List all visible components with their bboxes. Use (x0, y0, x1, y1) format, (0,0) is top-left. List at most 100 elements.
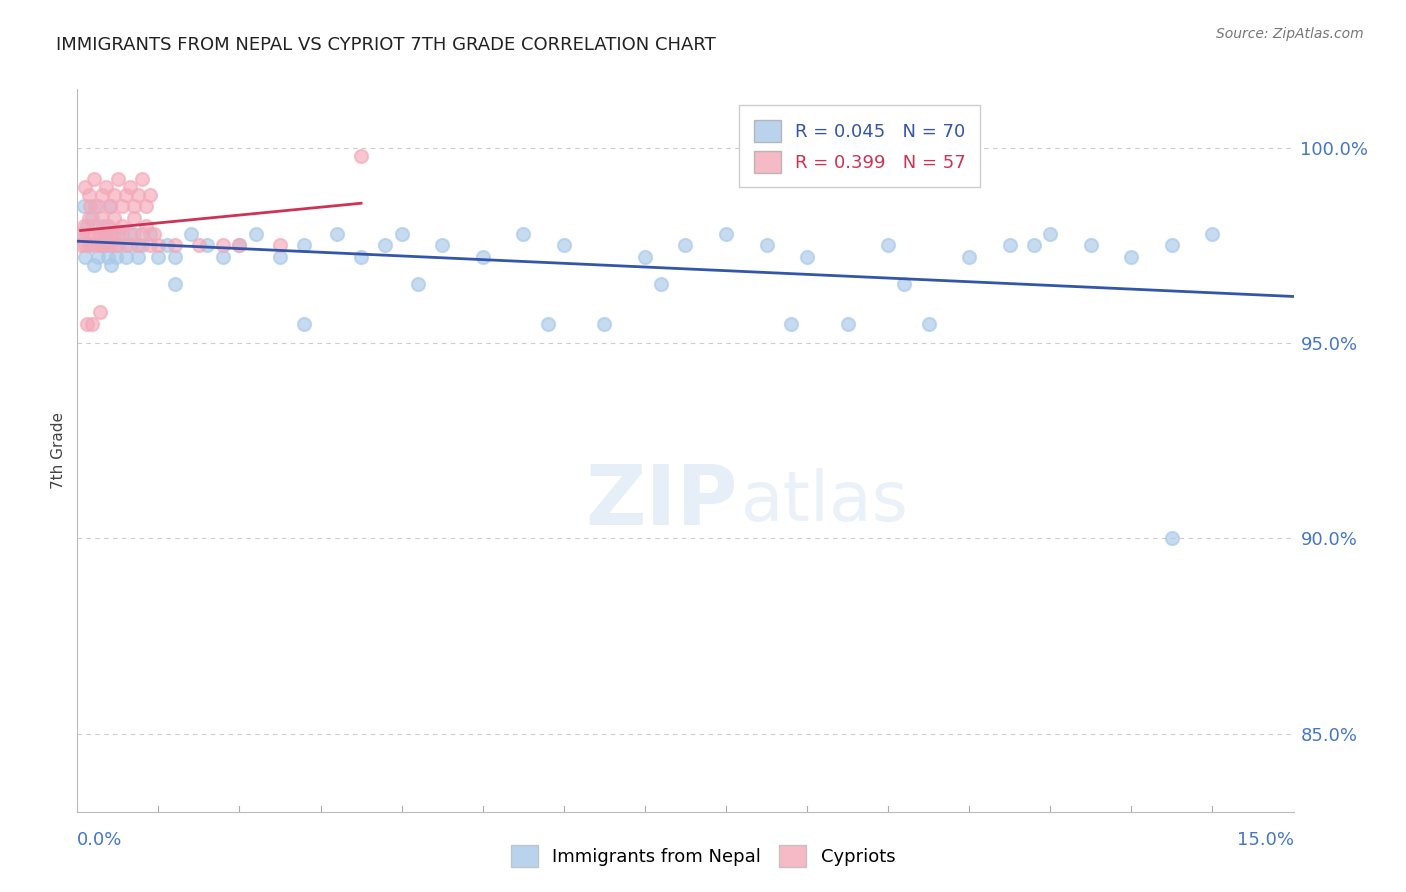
Point (73, 219, 96, 233)
Point (135, 199, 157, 213)
Point (107, 172, 129, 186)
Point (98, 199, 121, 213)
Point (536, 317, 558, 331)
Point (148, 250, 170, 264)
Point (1121, 250, 1143, 264)
Point (115, 238, 138, 252)
Point (135, 219, 157, 233)
Point (127, 238, 149, 252)
Point (75, 238, 97, 252)
Point (115, 250, 138, 264)
Point (80, 211, 103, 225)
Point (111, 227, 134, 241)
Point (94, 227, 117, 241)
Point (97, 250, 120, 264)
Text: IMMIGRANTS FROM NEPAL VS CYPRIOT 7TH GRADE CORRELATION CHART: IMMIGRANTS FROM NEPAL VS CYPRIOT 7TH GRA… (56, 36, 716, 54)
Point (103, 227, 125, 241)
Point (512, 227, 534, 241)
Point (326, 227, 349, 241)
Point (131, 238, 153, 252)
Point (105, 250, 128, 264)
Point (163, 250, 186, 264)
Point (391, 227, 413, 241)
Point (79, 187, 101, 202)
Legend: R = 0.045   N = 70, R = 0.399   N = 57: R = 0.045 N = 70, R = 0.399 N = 57 (740, 105, 980, 187)
Point (1161, 532, 1184, 546)
Point (73, 199, 96, 213)
Point (107, 227, 129, 241)
Point (84, 199, 107, 213)
Point (269, 238, 291, 252)
Point (139, 187, 162, 202)
Point (86, 199, 108, 213)
Point (90, 211, 112, 225)
Point (155, 238, 177, 252)
Point (83, 258, 105, 272)
Point (228, 238, 250, 252)
Point (83, 227, 105, 241)
Point (76, 219, 98, 233)
Point (76, 227, 98, 241)
Point (90, 238, 112, 252)
Point (103, 211, 125, 225)
Point (292, 238, 315, 252)
Point (998, 238, 1021, 252)
Point (593, 317, 616, 331)
Point (1080, 238, 1102, 252)
Text: 15.0%: 15.0% (1236, 831, 1294, 849)
Point (143, 227, 166, 241)
Point (84, 219, 107, 233)
Point (796, 250, 818, 264)
Point (118, 238, 141, 252)
Point (75, 179, 97, 194)
Point (70, 227, 93, 241)
Point (918, 317, 941, 331)
Point (406, 277, 429, 292)
Point (374, 238, 396, 252)
Point (94, 227, 117, 241)
Point (779, 317, 801, 331)
Point (228, 238, 250, 252)
Point (80, 238, 103, 252)
Point (98, 238, 121, 252)
Point (212, 238, 235, 252)
Point (1039, 227, 1062, 241)
Point (77, 211, 100, 225)
Point (94, 238, 117, 252)
Legend: Immigrants from Nepal, Cypriots: Immigrants from Nepal, Cypriots (503, 838, 903, 874)
Point (111, 199, 134, 213)
Point (471, 250, 494, 264)
Point (634, 250, 657, 264)
Point (127, 250, 149, 264)
Point (103, 187, 125, 202)
Point (269, 250, 291, 264)
Point (122, 199, 145, 213)
Point (80, 317, 103, 331)
Point (107, 238, 129, 252)
Point (675, 238, 697, 252)
Y-axis label: 7th Grade: 7th Grade (51, 412, 66, 489)
Point (118, 179, 141, 194)
Text: atlas: atlas (741, 467, 910, 534)
Point (877, 238, 900, 252)
Point (163, 238, 186, 252)
Point (86, 238, 108, 252)
Point (1022, 238, 1045, 252)
Point (755, 238, 778, 252)
Point (76, 317, 98, 331)
Point (83, 172, 105, 186)
Point (122, 211, 145, 225)
Point (1161, 238, 1184, 252)
Point (180, 227, 202, 241)
Text: ZIP: ZIP (585, 460, 737, 541)
Point (94, 179, 117, 194)
Point (553, 238, 575, 252)
Point (89, 227, 111, 241)
Point (837, 317, 859, 331)
Point (91, 238, 114, 252)
Point (91, 219, 114, 233)
Point (139, 227, 162, 241)
Point (350, 148, 373, 162)
Text: 0.0%: 0.0% (77, 831, 122, 849)
Point (89, 227, 111, 241)
